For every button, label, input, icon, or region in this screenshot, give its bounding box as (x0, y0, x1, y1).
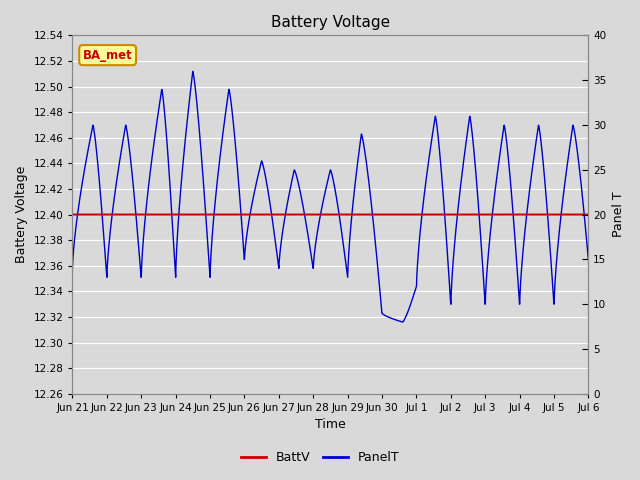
Text: BA_met: BA_met (83, 48, 132, 61)
Y-axis label: Panel T: Panel T (612, 192, 625, 238)
Legend: BattV, PanelT: BattV, PanelT (236, 446, 404, 469)
Title: Battery Voltage: Battery Voltage (271, 15, 390, 30)
X-axis label: Time: Time (315, 419, 346, 432)
Y-axis label: Battery Voltage: Battery Voltage (15, 166, 28, 263)
